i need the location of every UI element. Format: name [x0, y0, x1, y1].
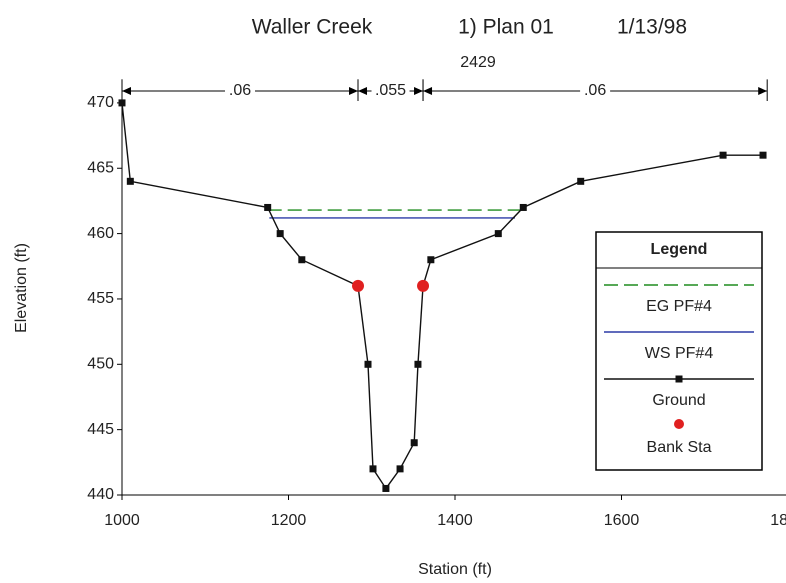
y-axis-label: Elevation (ft)	[13, 243, 30, 333]
ground-point	[759, 151, 767, 159]
y-tick-label: 465	[87, 159, 114, 176]
ground-point	[577, 177, 585, 185]
chart-title: 1) Plan 01	[458, 16, 554, 39]
region-label: .06	[584, 82, 606, 99]
chart-title: 1/13/98	[617, 16, 687, 39]
ground-point	[126, 177, 134, 185]
ground-point	[396, 465, 404, 473]
legend-label: Bank Sta	[647, 439, 712, 456]
y-tick-label: 450	[87, 356, 114, 373]
legend-label: WS PF#4	[645, 345, 714, 362]
y-tick-label: 445	[87, 421, 114, 438]
y-tick-label: 470	[87, 94, 114, 111]
legend-marker	[675, 375, 683, 383]
label-bg	[580, 82, 611, 100]
region-label: .06	[229, 82, 251, 99]
x-tick-label: 1200	[271, 512, 307, 529]
ground-point	[118, 99, 126, 107]
legend-title: Legend	[651, 241, 708, 258]
x-axis-label: Station (ft)	[418, 561, 492, 578]
legend-box	[595, 231, 763, 471]
bank-station	[352, 279, 365, 292]
chart-title: Waller Creek	[252, 16, 373, 39]
legend-label: Ground	[652, 392, 705, 409]
y-tick-label: 440	[87, 486, 114, 503]
label-bg	[371, 82, 410, 100]
bank-station	[417, 279, 430, 292]
ground-point	[364, 360, 372, 368]
legend-label: EG PF#4	[646, 298, 712, 315]
label-bg	[225, 82, 256, 100]
x-tick-label: 1400	[437, 512, 473, 529]
ground-point	[427, 256, 435, 264]
ground-point	[719, 151, 727, 159]
ground-point	[494, 230, 502, 238]
legend-symbol	[674, 419, 684, 429]
ground-point	[519, 203, 527, 211]
x-tick-label: 1600	[604, 512, 640, 529]
x-tick-label: 1800	[770, 512, 786, 529]
ground-point	[369, 465, 377, 473]
region-label: .055	[375, 82, 406, 99]
ground-point	[382, 484, 390, 492]
ground-point	[298, 256, 306, 264]
ground-point	[264, 203, 272, 211]
chart-subtitle: 2429	[460, 54, 496, 71]
x-tick-label: 1000	[104, 512, 140, 529]
ground-point	[276, 230, 284, 238]
ground-point	[410, 439, 418, 447]
ground-point	[414, 360, 422, 368]
y-tick-label: 460	[87, 225, 114, 242]
y-tick-label: 455	[87, 290, 114, 307]
